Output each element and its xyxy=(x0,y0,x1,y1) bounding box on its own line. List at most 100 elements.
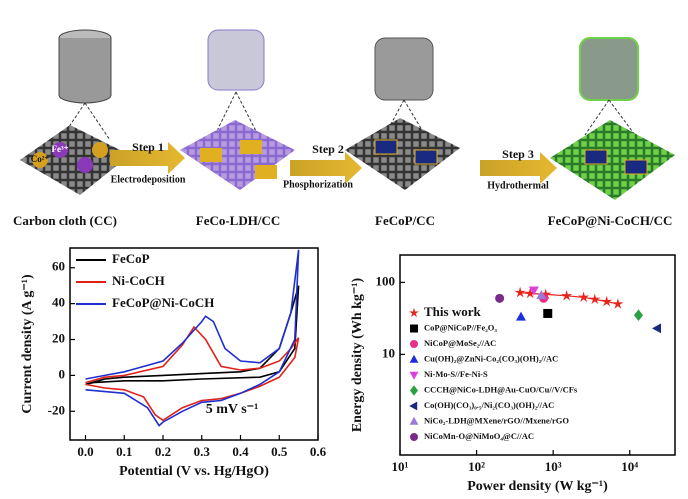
step-arrow xyxy=(110,142,185,174)
marker xyxy=(410,324,418,333)
core-shell-cloth xyxy=(550,120,675,200)
fecop-sheet xyxy=(414,149,438,165)
schematic xyxy=(20,29,675,200)
marker xyxy=(540,288,552,300)
x-tick-label: 0.4 xyxy=(232,444,249,459)
x-tick-label: 10² xyxy=(468,459,485,474)
stage-label: Carbon cloth (CC) xyxy=(13,213,117,228)
marker xyxy=(409,354,419,363)
zoom-lines xyxy=(214,91,259,136)
x-tick-label: 0.6 xyxy=(310,444,327,459)
core-shell-sheet xyxy=(624,159,648,175)
x-tick-label: 10³ xyxy=(545,459,562,474)
zoom-lines xyxy=(384,99,426,136)
stage-label: FeCoP/CC xyxy=(375,213,435,228)
cv-curve xyxy=(85,249,300,427)
marker xyxy=(514,286,526,298)
marker xyxy=(410,433,418,441)
ion xyxy=(32,152,48,168)
y-tick-label: 100 xyxy=(376,273,396,288)
marker xyxy=(589,293,601,305)
marker xyxy=(495,293,505,303)
x-axis-title: Potential (V vs. Hg/HgO) xyxy=(119,464,269,479)
legend-label: Ni-CoCH xyxy=(112,273,165,288)
y-tick-label: 0 xyxy=(59,366,66,381)
step-arrow xyxy=(480,152,557,184)
marker xyxy=(561,290,573,301)
x-tick-label: 0.3 xyxy=(194,444,211,459)
step-label: Step 3 xyxy=(502,147,534,161)
y-tick-label: -20 xyxy=(48,402,65,417)
marker xyxy=(516,311,526,321)
marker xyxy=(528,286,539,296)
step-label: Step 1 xyxy=(132,140,164,154)
marker xyxy=(524,287,536,299)
legend-label: NiCo₂-LDH@MXene/rGO//Mxene/rGO xyxy=(424,415,569,425)
marker xyxy=(410,385,418,396)
marker xyxy=(409,371,419,380)
x-tick-label: 0.0 xyxy=(77,444,93,459)
step-arrow xyxy=(290,152,362,184)
y-tick-label: 40 xyxy=(52,295,65,310)
ion-label: Co²⁺ xyxy=(31,154,50,164)
sem-cylinder xyxy=(207,29,265,91)
plot-frame xyxy=(399,254,676,456)
step-process: Phosphorization xyxy=(283,179,353,190)
legend-label: FeCoP xyxy=(112,251,150,266)
marker xyxy=(652,323,662,334)
x-axis-title: Power density (W kg⁻¹) xyxy=(467,479,608,494)
stage-label: FeCo-LDH/CC xyxy=(196,213,281,228)
x-tick-label: 10¹ xyxy=(392,459,409,474)
x-tick-label: 0.2 xyxy=(155,444,171,459)
ldh-sheet xyxy=(255,165,277,179)
legend-label: NiCoMn-O@NiMoO₄@C//AC xyxy=(424,431,534,441)
marker xyxy=(409,307,419,318)
ion xyxy=(52,142,68,158)
plot-frame xyxy=(69,247,319,441)
annotation: 5 mV s⁻¹ xyxy=(206,402,259,417)
step-process: Electrodeposition xyxy=(111,174,186,185)
fecop-sheet xyxy=(374,139,398,155)
zoom-lines xyxy=(584,99,636,136)
x-tick-label: 0.5 xyxy=(271,444,288,459)
y-tick-label: 20 xyxy=(52,330,65,345)
step-process: Hydrothermal xyxy=(487,180,549,191)
x-tick-label: 10⁴ xyxy=(621,459,638,474)
y-tick-label: 10 xyxy=(382,345,395,360)
legend-label: FeCoP@Ni-CoCH xyxy=(112,295,214,310)
legend-label: Ni-Mo-S//Fe-Ni-S xyxy=(424,369,488,379)
legend-label: CoP@NiCoP//Fe₂O₃ xyxy=(424,322,497,332)
marker xyxy=(578,291,590,303)
fecop-cloth xyxy=(345,118,460,190)
cv-curve xyxy=(85,285,300,386)
marker xyxy=(633,309,643,322)
ion xyxy=(77,157,93,173)
step-label: Step 2 xyxy=(312,142,344,156)
legend-label: CCCH@NiCo-LDH@Au-CuO/Cu//V/CFs xyxy=(424,384,578,394)
marker xyxy=(543,308,553,318)
ldh-sheet xyxy=(200,148,222,162)
ldh-sheet xyxy=(240,140,262,154)
sem-cylinder xyxy=(579,37,639,101)
legend-label: NiCoP@MoSe₂//AC xyxy=(424,338,496,348)
y-axis-title: Energy density (Wh kg⁻¹) xyxy=(350,278,365,433)
y-tick-label: 60 xyxy=(52,259,65,274)
marker xyxy=(409,416,419,425)
x-tick-label: 0.1 xyxy=(116,444,132,459)
cylinder xyxy=(58,38,112,104)
ion-label: Fe³⁺ xyxy=(52,144,69,154)
legend-label: Co(OH)(CO₃)₀.₅/Ni₂(CO₃)(OH)₂//AC xyxy=(424,400,554,410)
marker xyxy=(612,298,624,309)
marker xyxy=(410,340,418,348)
marker xyxy=(601,295,613,307)
legend-label: Cu(OH)₂@ZnNi-Co₂(CO₃)(OH)₂//AC xyxy=(424,353,558,363)
ldh-cloth xyxy=(180,120,295,190)
marker xyxy=(536,289,547,299)
core-shell-sheet xyxy=(584,149,608,165)
y-axis-title: Current density (A g⁻¹) xyxy=(20,274,35,414)
marker xyxy=(409,401,418,411)
ion xyxy=(92,142,108,158)
stage-label: FeCoP@Ni-CoCH/CC xyxy=(548,213,673,228)
legend-label: This work xyxy=(424,304,481,319)
